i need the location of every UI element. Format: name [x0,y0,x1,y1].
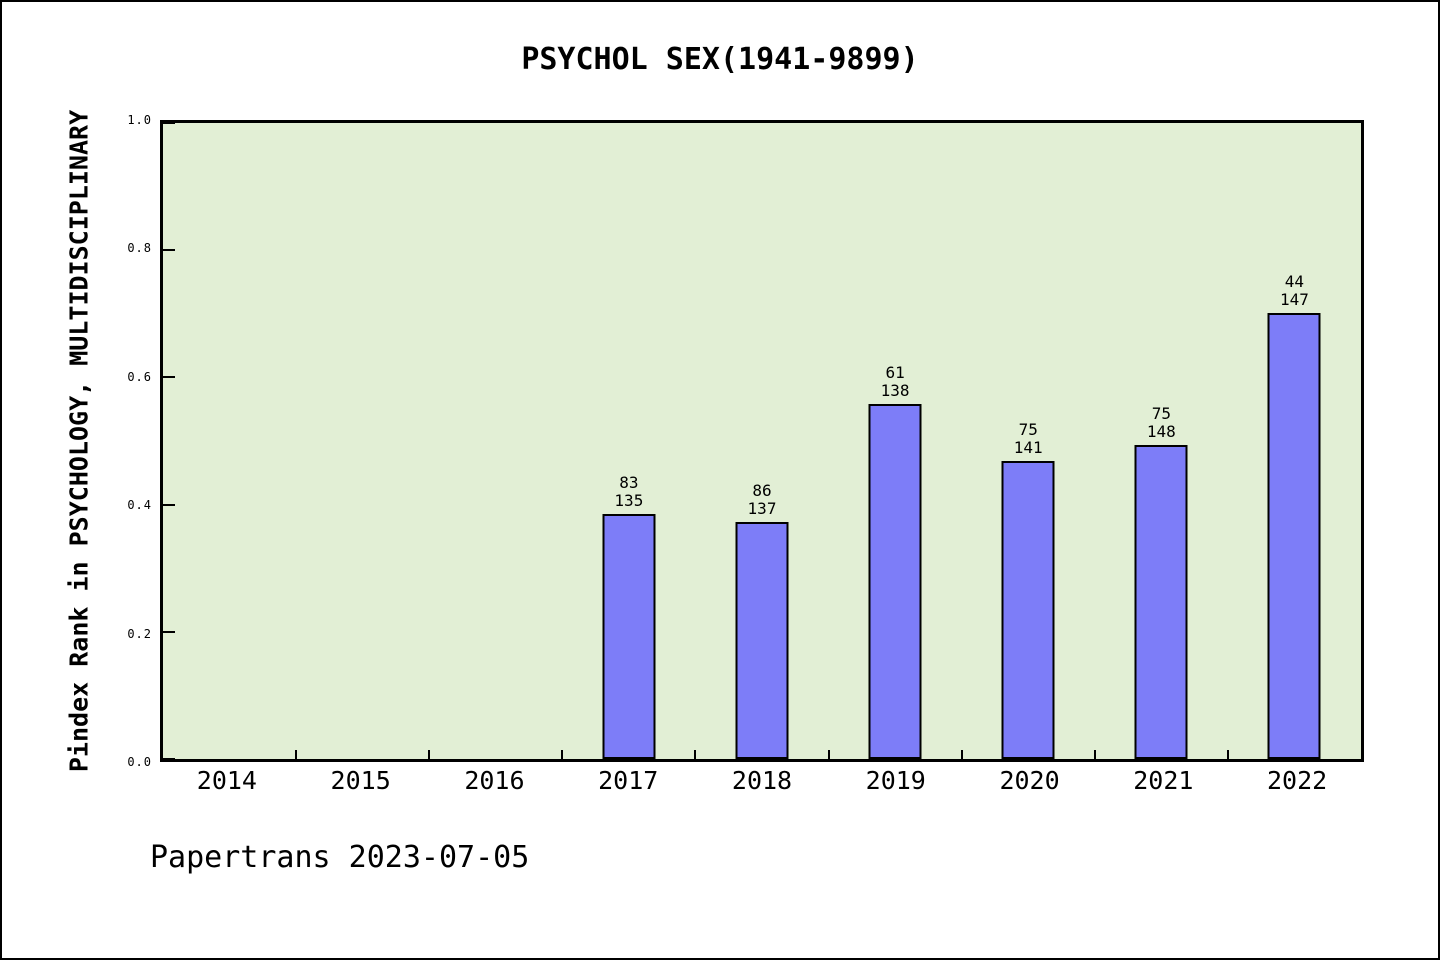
y-tick-mark [163,122,175,124]
x-tick-label: 2015 [330,766,391,795]
bar [735,522,789,759]
bar [868,404,922,759]
x-axis-labels: 2014 2015 2016 2017 2018 2019 2020 2021 2022 [160,766,1364,796]
x-tick-label: 2014 [196,766,257,795]
x-tick-mark [428,750,431,759]
x-tick-mark [1226,750,1229,759]
y-tick-label: 1.0 [127,113,152,127]
x-tick-mark [694,750,697,759]
x-tick-label: 2021 [1133,766,1194,795]
x-tick-mark [561,750,564,759]
y-tick-label: 0.8 [127,241,152,256]
y-tick-mark [163,630,175,633]
y-tick-label: 0.2 [127,626,152,641]
x-tick-mark [827,750,830,759]
x-tick-mark [1093,750,1096,759]
x-tick-mark [295,750,298,759]
bar [602,514,656,759]
bar [1267,313,1321,759]
footer-text: Papertrans 2023-07-05 [150,840,530,875]
bar-value-label: 61 138 [880,363,910,401]
x-tick-label: 2019 [865,766,926,795]
bar [1001,461,1055,759]
chart-title: PSYCHOL SEX(1941-9899) [521,42,919,77]
bar-value-label: 83 135 [614,473,644,511]
bar-value-label: 44 147 [1279,272,1309,310]
y-tick-mark [163,503,175,506]
y-tick-label: 0.6 [127,369,152,384]
y-axis-labels: 0.0 0.2 0.4 0.6 0.8 1.0 [2,113,152,769]
x-tick-label: 2020 [999,766,1060,795]
x-tick-label: 2018 [731,766,793,795]
x-tick-label: 2022 [1267,766,1328,795]
bar-value-label: 75 141 [1013,420,1043,458]
y-tick-label: 0.0 [127,755,152,769]
bar-value-label: 86 137 [747,481,777,519]
y-tick-mark [163,376,175,379]
y-tick-label: 0.4 [127,498,152,513]
y-tick-mark [163,249,175,252]
x-tick-label: 2016 [464,766,525,795]
plot-area: 83 135 86 137 61 138 75 141 75 148 44 147 [160,120,1364,762]
x-tick-mark [960,750,963,759]
bar [1134,445,1188,759]
x-tick-label: 2017 [598,766,659,795]
bar-value-label: 75 148 [1146,404,1176,442]
y-tick-mark [163,758,175,760]
